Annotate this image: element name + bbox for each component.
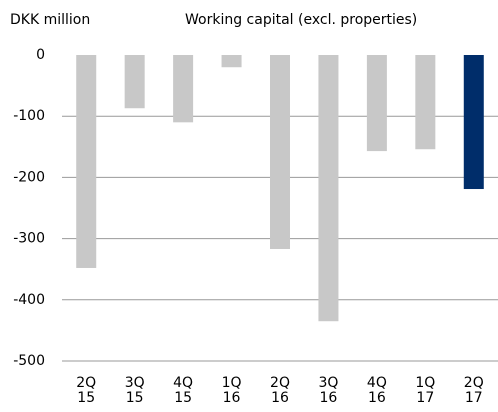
x-tick-label: 16 (223, 390, 241, 406)
y-tick-label: -100 (13, 108, 45, 124)
x-tick-label: 3Q (318, 375, 338, 391)
y-tick-label: -400 (13, 292, 45, 308)
y-tick-label: -300 (13, 231, 45, 247)
bar (270, 55, 290, 250)
y-axis-label: DKK million (10, 12, 90, 28)
bar (124, 55, 145, 109)
bar (173, 55, 194, 123)
x-tick-label: 16 (368, 390, 386, 406)
x-tick-label: 15 (174, 390, 192, 406)
bar (76, 55, 97, 268)
x-tick-label: 16 (271, 390, 289, 406)
x-tick-label: 16 (320, 390, 338, 406)
x-tick-label: 2Q (464, 375, 484, 391)
x-tick-label: 2Q (270, 375, 290, 391)
bar (463, 55, 484, 190)
x-tick-label: 3Q (125, 375, 145, 391)
x-tick-label: 4Q (367, 375, 387, 391)
y-tick-label: -500 (13, 353, 45, 369)
bar (366, 55, 387, 152)
x-tick-label: 1Q (222, 375, 242, 391)
bar (221, 55, 242, 68)
x-tick-label: 15 (126, 390, 144, 406)
x-tick-label: 15 (77, 390, 95, 406)
bar (318, 55, 339, 322)
x-tick-label: 1Q (415, 375, 435, 391)
y-tick-label: -200 (13, 169, 45, 185)
bar (415, 55, 436, 150)
y-tick-label: 0 (36, 47, 45, 63)
x-tick-label: 2Q (76, 375, 96, 391)
x-tick-label: 17 (465, 390, 483, 406)
x-tick-label: 17 (416, 390, 434, 406)
x-tick-label: 4Q (173, 375, 193, 391)
chart-title: Working capital (excl. properties) (185, 12, 417, 28)
